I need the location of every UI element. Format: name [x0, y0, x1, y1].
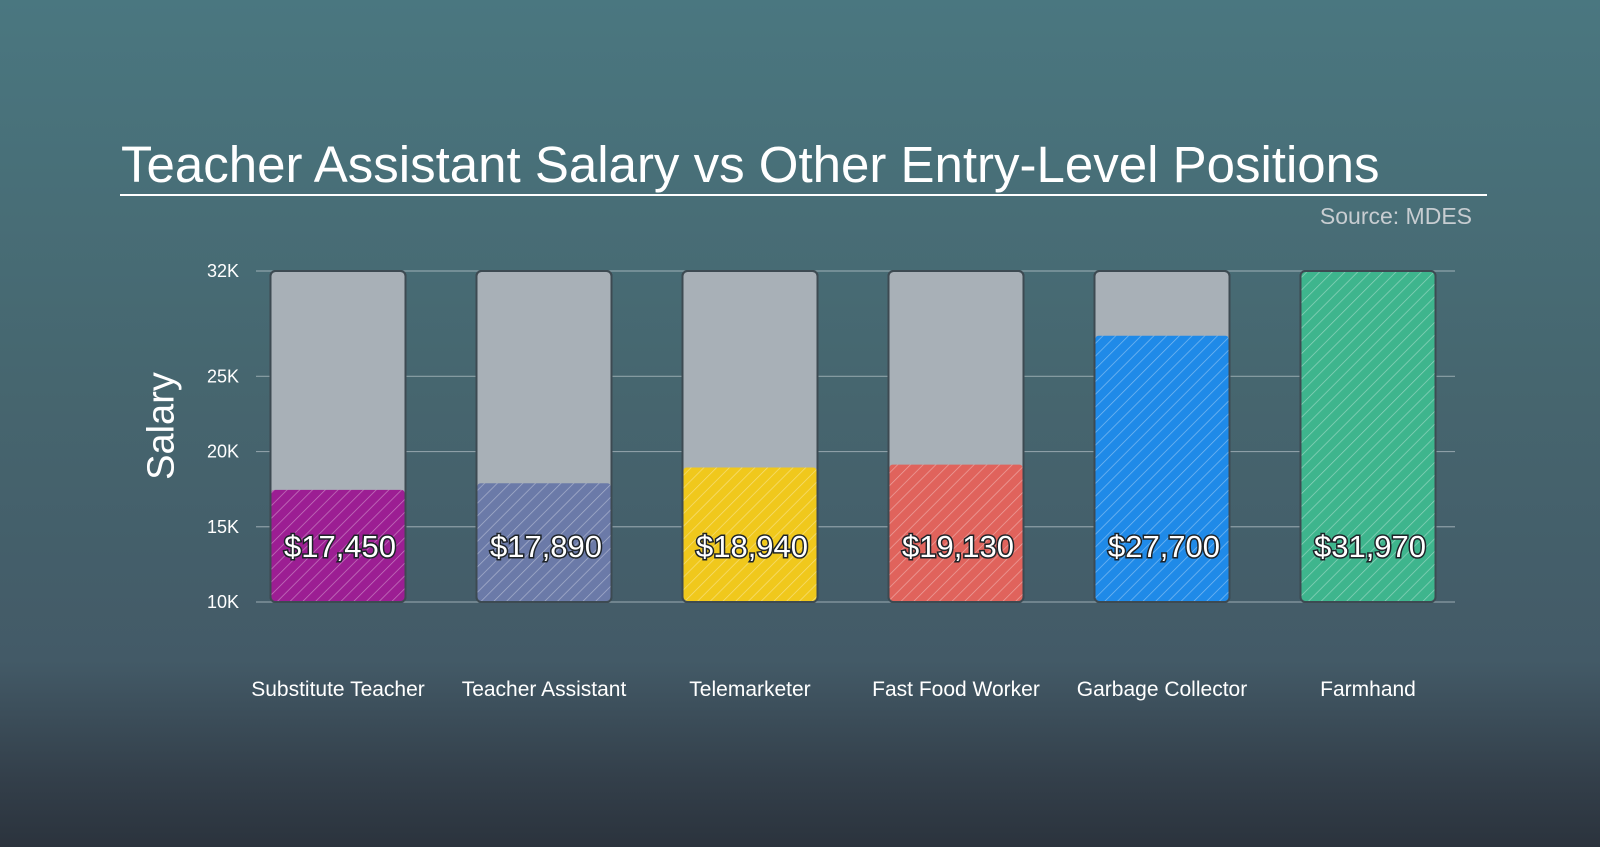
grid-lines	[256, 270, 1455, 603]
x-tick-label: Fast Food Worker	[872, 678, 1040, 701]
bar	[889, 464, 1023, 601]
bar-group: $31,970	[1299, 270, 1437, 603]
bar-outline	[475, 270, 613, 603]
bar-outline	[1093, 270, 1231, 603]
data-label: $17,450	[284, 529, 396, 564]
data-label: $18,940	[696, 529, 808, 564]
bar-group: $17,890	[475, 270, 613, 603]
data-label: $19,130	[902, 529, 1014, 564]
source-note: Source: MDES	[1319, 203, 1472, 229]
bar-group: $17,450	[269, 270, 407, 603]
bar-group: $18,940	[681, 270, 819, 603]
bar-group: $27,700	[1093, 270, 1231, 603]
bar-group: $19,130	[887, 270, 1025, 603]
bar-outline	[681, 270, 819, 603]
data-label: $31,970	[1314, 529, 1426, 564]
x-tick-label: Garbage Collector	[1077, 678, 1247, 701]
x-tick-label: Substitute Teacher	[251, 678, 425, 701]
y-tick-label: 32K	[207, 261, 239, 281]
y-axis-ticks: 10K 15K 20K 25K 32K	[207, 261, 239, 612]
y-tick-label: 20K	[207, 442, 239, 462]
bar-outline	[269, 270, 407, 603]
x-tick-label: Farmhand	[1320, 678, 1416, 701]
bar	[1095, 335, 1229, 601]
y-tick-label: 25K	[207, 366, 239, 386]
x-tick-label: Telemarketer	[689, 678, 810, 701]
chart-title: Teacher Assistant Salary vs Other Entry-…	[121, 136, 1380, 193]
bar	[271, 489, 405, 601]
bar	[1301, 271, 1435, 601]
bar-outline	[1299, 270, 1437, 603]
title-underline	[120, 194, 1487, 196]
bars: $17,450 $17,890 $18,940 $19,130 $27,700 $31,9…	[269, 270, 1437, 603]
y-tick-label: 15K	[207, 517, 239, 537]
bar	[477, 483, 611, 601]
data-label: $27,700	[1108, 529, 1220, 564]
x-tick-label: Teacher Assistant	[462, 678, 627, 701]
y-tick-label: 10K	[207, 592, 239, 612]
bar	[683, 467, 817, 601]
bar-outline	[887, 270, 1025, 603]
x-axis-ticks: Substitute Teacher Teacher Assistant Telem…	[251, 678, 1416, 701]
data-label: $17,890	[490, 529, 602, 564]
